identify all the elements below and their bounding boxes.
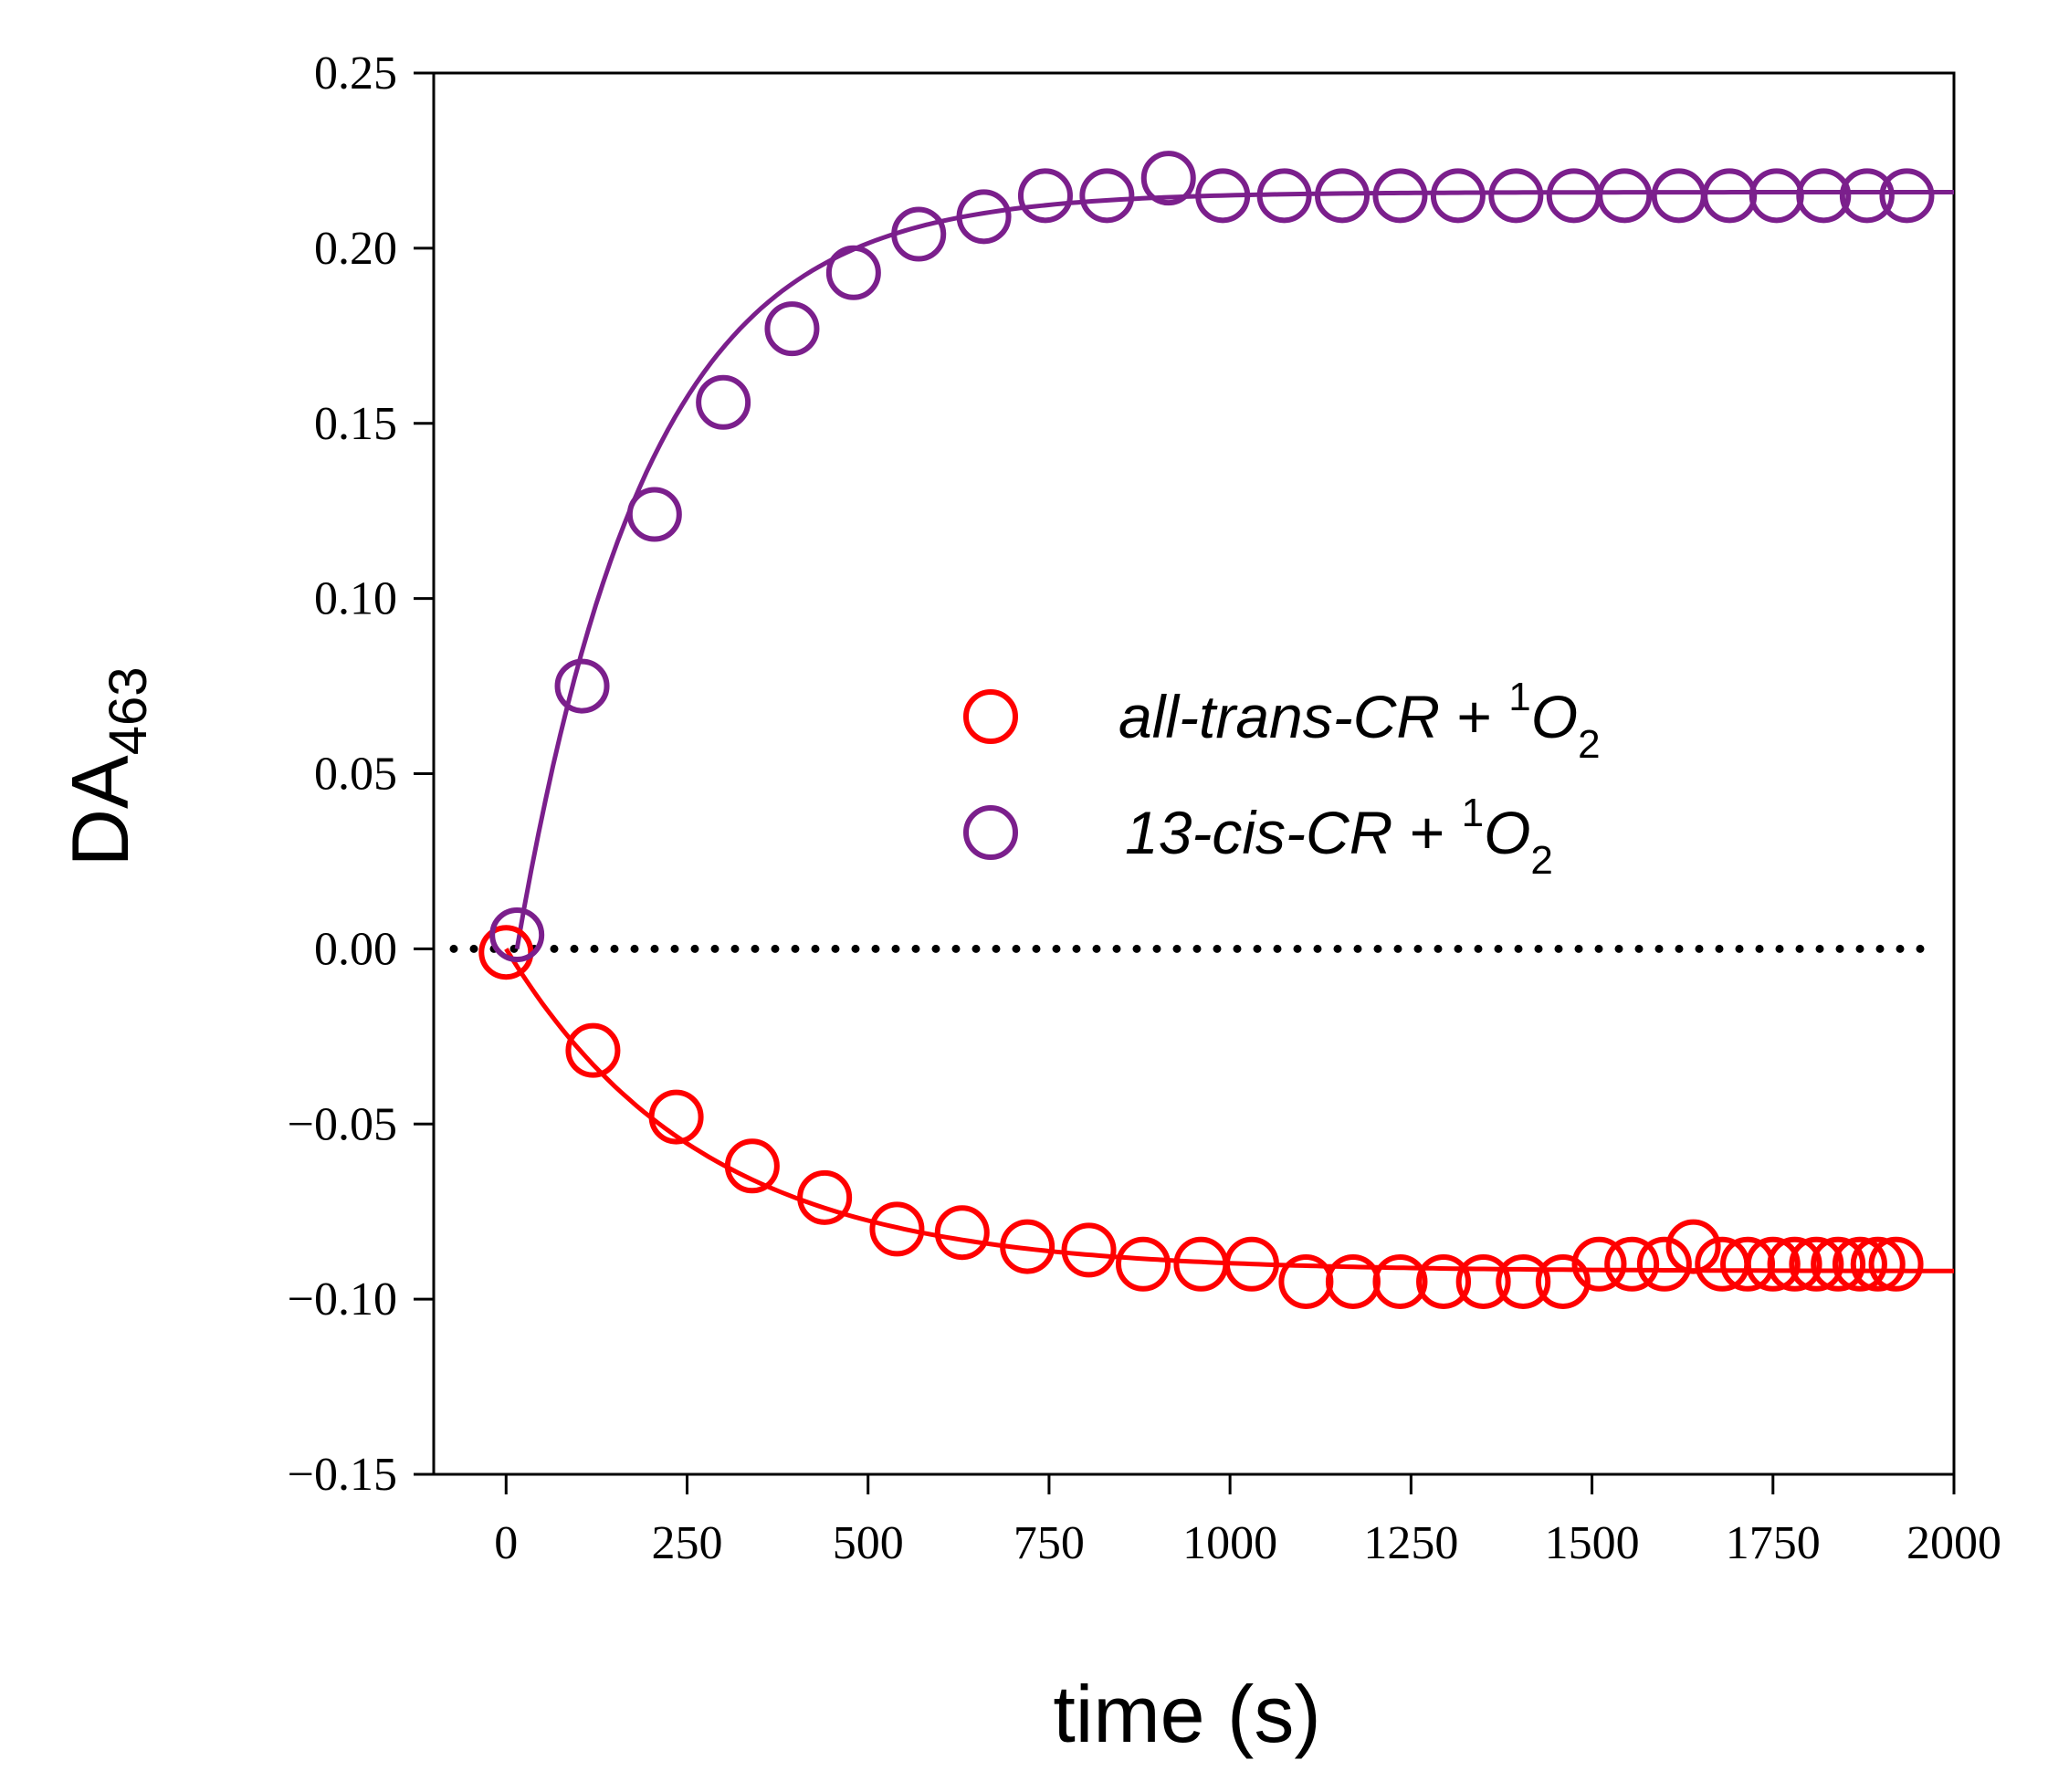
data-point-s1 <box>825 245 881 300</box>
data-point-s0 <box>1636 1236 1692 1292</box>
data-point-s0 <box>1789 1236 1844 1292</box>
y-tick-label: 0.25 <box>314 47 397 100</box>
data-point-s0 <box>724 1138 780 1194</box>
data-point-s0 <box>1061 1222 1117 1278</box>
data-point-s1 <box>626 487 682 542</box>
data-point-s0 <box>1535 1253 1591 1309</box>
fit-curves <box>504 190 1954 1273</box>
data-point-s0 <box>565 1022 621 1078</box>
data-point-s1 <box>1879 168 1935 224</box>
y-axis-title-main: DA <box>55 755 145 867</box>
data-point-s0 <box>1372 1253 1428 1309</box>
data-point-s1 <box>1017 168 1073 224</box>
plot-frame <box>432 71 1956 1476</box>
data-point-s0 <box>869 1201 925 1257</box>
x-tick-label: 1750 <box>1726 1517 1821 1569</box>
data-point-s1 <box>554 658 610 714</box>
data-point-s0 <box>1604 1236 1660 1292</box>
y-tick-label: 0.10 <box>314 573 397 625</box>
data-point-s1 <box>1597 168 1653 224</box>
x-tick-label: 1000 <box>1182 1517 1277 1569</box>
data-point-s1 <box>1488 168 1544 224</box>
data-point-s1 <box>956 189 1012 245</box>
y-axis-ticks: −0.15 −0.10 −0.05 0.00 0.05 0.10 0.15 0.20 0.25 <box>288 47 434 1501</box>
data-point-s0 <box>1325 1253 1381 1309</box>
fit-curve-1 <box>514 190 1954 949</box>
y-axis-title: DA463 <box>55 666 158 866</box>
y-axis-title-subscript: 463 <box>99 666 158 755</box>
data-markers <box>478 151 1935 1309</box>
data-point-s1 <box>1256 168 1312 224</box>
data-point-s1 <box>1702 168 1758 224</box>
data-point-s0 <box>797 1169 853 1225</box>
data-point-s1 <box>1749 168 1804 224</box>
x-tick-label: 1500 <box>1545 1517 1640 1569</box>
data-point-s0 <box>1455 1253 1511 1309</box>
data-point-s0 <box>1496 1253 1551 1309</box>
legend-marker-13-cis <box>963 805 1018 860</box>
data-point-s1 <box>1195 168 1251 224</box>
y-tick-label: −0.10 <box>288 1273 397 1326</box>
x-tick-label: 2000 <box>1906 1517 2001 1569</box>
legend-marker-all-trans <box>963 689 1018 744</box>
data-point-s1 <box>1315 168 1371 224</box>
x-tick-label: 250 <box>652 1517 723 1569</box>
data-point-s1 <box>1372 168 1428 224</box>
y-tick-label: 0.00 <box>314 923 397 975</box>
data-point-s0 <box>934 1205 990 1261</box>
legend-label-13-cis: 13-cis-CR + 1O2 <box>1125 791 1553 883</box>
data-point-s0 <box>1811 1236 1866 1292</box>
x-axis-title: time (s) <box>1053 1669 1320 1759</box>
data-point-s0 <box>1832 1236 1887 1292</box>
data-point-s0 <box>1116 1236 1171 1292</box>
data-point-s1 <box>1796 168 1852 224</box>
y-tick-label: −0.15 <box>288 1449 397 1501</box>
x-axis-ticks: 0 250 500 750 1000 1250 1500 1750 2000 <box>494 1474 2001 1569</box>
data-point-s1 <box>1140 151 1196 206</box>
data-point-s1 <box>1546 168 1602 224</box>
y-tick-label: 0.15 <box>314 398 397 450</box>
data-point-s1 <box>696 374 751 430</box>
data-point-s0 <box>1665 1219 1721 1274</box>
fit-curve-0 <box>504 948 1954 1273</box>
data-point-s0 <box>648 1089 704 1145</box>
x-tick-label: 500 <box>833 1517 904 1569</box>
data-point-s0 <box>1571 1236 1627 1292</box>
y-tick-label: 0.20 <box>314 223 397 275</box>
x-tick-label: 0 <box>494 1517 518 1569</box>
x-tick-label: 750 <box>1013 1517 1085 1569</box>
legend: all-trans-CR + 1O2 13-cis-CR + 1O2 <box>963 675 1601 883</box>
data-point-s0 <box>1767 1236 1822 1292</box>
data-point-s1 <box>891 206 947 262</box>
data-point-s0 <box>1000 1219 1056 1274</box>
data-point-s1 <box>1839 168 1895 224</box>
x-tick-label: 1250 <box>1363 1517 1458 1569</box>
y-tick-label: 0.05 <box>314 749 397 801</box>
data-point-s1 <box>764 301 820 357</box>
data-point-s0 <box>1224 1236 1279 1292</box>
data-point-s1 <box>1651 168 1707 224</box>
data-point-s0 <box>1745 1236 1801 1292</box>
y-tick-label: −0.05 <box>288 1098 397 1150</box>
legend-label-all-trans: all-trans-CR + 1O2 <box>1119 675 1601 767</box>
data-point-s1 <box>489 907 545 963</box>
data-point-s0 <box>1416 1253 1472 1309</box>
data-point-s0 <box>1850 1236 1906 1292</box>
data-point-s1 <box>1079 168 1135 224</box>
data-point-s0 <box>1868 1236 1924 1292</box>
plot-area <box>432 71 1956 1476</box>
data-point-s1 <box>1430 168 1486 224</box>
